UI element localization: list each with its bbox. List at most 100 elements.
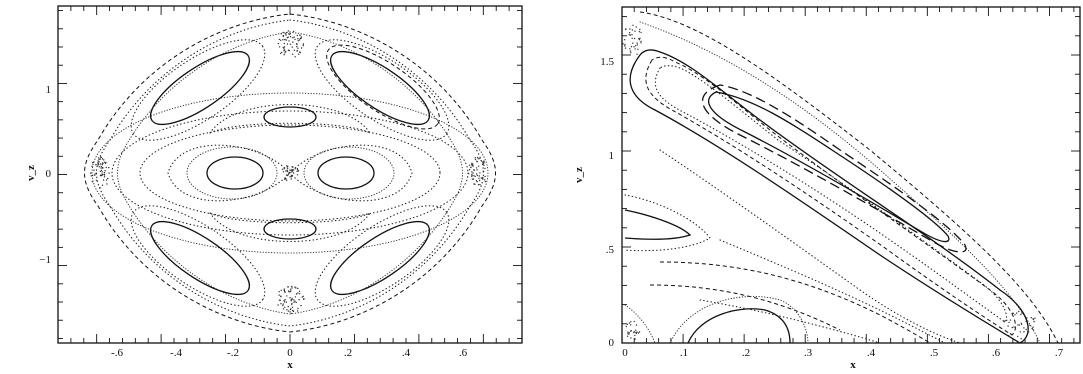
- chaos-point: [289, 176, 291, 178]
- chaos-point: [285, 32, 288, 34]
- chaos-point: [638, 39, 641, 41]
- chaos-point: [635, 329, 637, 331]
- chaos-point: [103, 172, 106, 174]
- chaos-point: [278, 294, 280, 296]
- chaos-point: [286, 170, 289, 173]
- chaos-point: [633, 46, 635, 48]
- chaos-point: [284, 38, 286, 41]
- chaos-point: [288, 40, 290, 42]
- chaos-point: [99, 158, 102, 160]
- left-island-upper-left: [149, 50, 251, 126]
- right-orbit-dashed: [645, 56, 1016, 336]
- chaos-point: [1029, 324, 1031, 326]
- chaos-point: [282, 39, 284, 41]
- chaos-point: [475, 180, 478, 182]
- chaos-point: [108, 172, 110, 174]
- chaos-point: [640, 40, 642, 43]
- right-band-dashed-2: [649, 284, 841, 331]
- chaos-point: [103, 176, 106, 178]
- chaos-point: [483, 161, 485, 163]
- chaos-point: [99, 174, 102, 176]
- chaos-point: [624, 47, 627, 49]
- chaos-point: [286, 165, 289, 168]
- chaos-point: [629, 50, 632, 52]
- chaos-point: [107, 177, 109, 180]
- chaos-point: [632, 42, 634, 44]
- chaos-point: [299, 37, 301, 40]
- left-loop-top-dotted: [208, 104, 372, 135]
- chaos-point: [285, 51, 287, 53]
- chaos-point: [95, 164, 97, 166]
- left-x-tick-label: -.6: [111, 347, 123, 359]
- left-island-ur-dotted: [314, 39, 450, 141]
- chaos-point: [278, 38, 281, 41]
- chaos-point: [473, 183, 475, 185]
- left-box-orbit-1: [139, 124, 441, 222]
- chaos-point: [482, 171, 485, 173]
- chaos-point: [285, 170, 287, 172]
- chaos-point: [480, 160, 482, 162]
- chaos-point: [93, 169, 95, 171]
- chaos-point: [100, 174, 103, 177]
- chaos-point: [636, 44, 639, 46]
- chaos-point: [299, 293, 301, 295]
- chaos-point: [1003, 320, 1005, 322]
- chaos-point: [635, 45, 637, 47]
- chaos-point: [1008, 335, 1010, 337]
- chaos-point: [475, 167, 478, 169]
- chaos-point: [103, 159, 105, 161]
- right-x-tick-label: .6: [992, 347, 1001, 359]
- chaos-point: [479, 183, 481, 186]
- chaos-point: [630, 321, 632, 323]
- chaos-point: [634, 334, 636, 337]
- right-orbit-inner-solid: [707, 91, 950, 243]
- left-loop-right-dotted: [303, 146, 395, 200]
- chaos-point: [299, 39, 301, 41]
- right-x-tick-label: .5: [930, 347, 939, 359]
- left-x-tick-label: 0: [287, 347, 293, 359]
- chaos-point: [101, 158, 104, 160]
- chaos-point: [1031, 327, 1033, 330]
- chaos-point: [482, 162, 484, 164]
- chaos-point: [626, 323, 629, 326]
- chaos-point: [282, 31, 284, 34]
- chaos-point: [291, 297, 293, 299]
- chaos-point: [633, 37, 636, 40]
- chaos-point: [289, 308, 292, 311]
- chaos-point: [285, 179, 288, 181]
- chaos-point: [471, 171, 473, 173]
- chaos-point: [1026, 317, 1028, 319]
- chaos-point: [479, 157, 481, 160]
- chaos-point: [282, 308, 285, 310]
- right-band-dashed-1: [659, 261, 931, 344]
- chaos-point: [294, 38, 296, 41]
- right-orbit-long-dashed: [701, 84, 967, 253]
- chaos-point: [292, 169, 295, 171]
- chaos-point: [296, 174, 299, 176]
- chaos-point: [637, 332, 640, 334]
- chaos-point: [476, 181, 478, 183]
- right-band-dotted-3: [699, 299, 881, 344]
- left-outer-envelope-dotted: [96, 19, 484, 327]
- chaos-point: [292, 53, 294, 55]
- chaos-point: [294, 296, 297, 298]
- left-plot-frame: [57, 5, 523, 344]
- chaos-point: [474, 158, 477, 161]
- chaos-point: [105, 166, 107, 169]
- right-chaotic-scatter: [621, 24, 1036, 340]
- chaos-point: [284, 52, 286, 54]
- chaos-point: [1033, 320, 1035, 323]
- chaos-point: [1021, 323, 1023, 325]
- chaos-point: [1020, 338, 1022, 340]
- chaos-point: [292, 41, 294, 43]
- chaos-point: [483, 164, 485, 166]
- right-y-axis-label: v_z: [573, 167, 585, 183]
- chaos-point: [285, 39, 288, 41]
- chaos-point: [278, 291, 280, 293]
- right-orbit-curves: [624, 11, 1059, 344]
- left-loop-left-dotted: [186, 146, 278, 200]
- right-y-tick-label: 0: [609, 337, 615, 349]
- chaos-point: [477, 158, 479, 160]
- right-plot: 0 .1 .2 .3 .4 .5 .6 .7 0 .5 1 1.5 x v_z: [573, 6, 1081, 371]
